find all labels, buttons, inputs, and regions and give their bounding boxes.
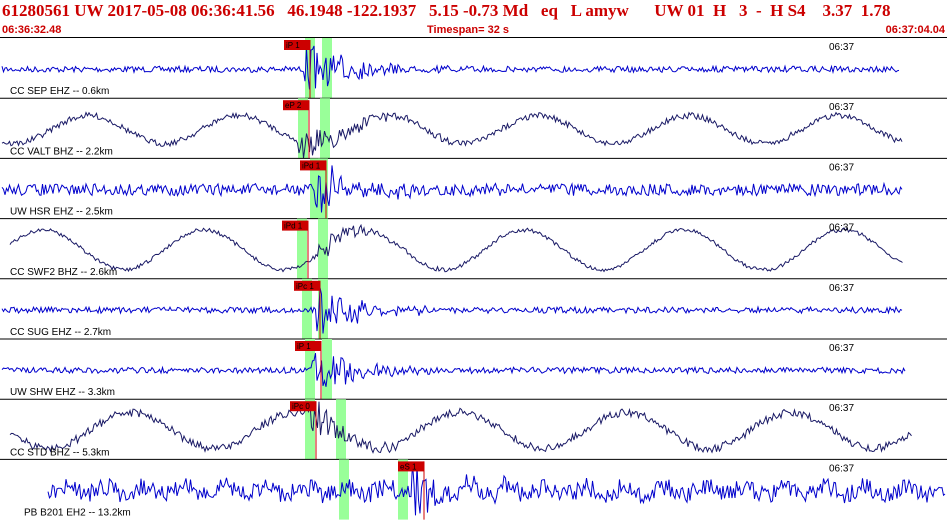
pick-marker[interactable] xyxy=(282,220,308,231)
trace-row[interactable]: iPc 1 06:37 CC SUG EHZ -- 2.7km xyxy=(0,278,947,340)
trace-row[interactable]: iPd 1 06:37 CC SWF2 BHZ -- 2.6km xyxy=(0,218,947,280)
pick-label: eP 2 xyxy=(285,101,302,110)
pick-window xyxy=(322,339,332,400)
waveform xyxy=(1,287,903,334)
pick-window xyxy=(336,399,346,460)
pick-label: iPd 1 xyxy=(302,161,321,170)
pick-window xyxy=(297,218,307,279)
pick-marker[interactable] xyxy=(295,341,321,351)
pick-marker[interactable] xyxy=(290,401,316,412)
pick-marker[interactable] xyxy=(398,461,424,472)
trace-time-label: 06:37 xyxy=(829,162,854,173)
trace-row[interactable]: eP 2 06:37 CC VALT BHZ -- 2.2km xyxy=(0,98,947,159)
pick-marker[interactable] xyxy=(283,100,309,111)
station-label: CC STD BHZ -- 5.3km xyxy=(10,447,109,458)
end-time: 06:37:04.04 xyxy=(885,24,945,36)
pick-label: iP 1 xyxy=(286,41,300,50)
timespan-label: Timespan= 32 s xyxy=(427,24,510,36)
station-label: CC SWF2 BHZ -- 2.6km xyxy=(10,267,117,278)
trace-time-label: 06:37 xyxy=(829,42,854,53)
trace-time-label: 06:37 xyxy=(829,102,854,113)
trace-row[interactable]: iPd 1 06:37 UW HSR EHZ -- 2.5km xyxy=(0,158,947,220)
waveform xyxy=(1,353,906,387)
pick-window xyxy=(339,459,349,520)
pick-label: iPc 1 xyxy=(296,282,314,291)
pick-window xyxy=(298,98,308,159)
station-label: UW HSR EHZ -- 2.5km xyxy=(10,207,113,218)
waveform xyxy=(9,401,912,454)
pick-window xyxy=(318,158,328,219)
pick-window xyxy=(320,98,330,159)
event-title: 61280561 UW 2017-05-08 06:36:41.56 46.19… xyxy=(2,1,891,20)
pick-window xyxy=(305,399,315,460)
pick-label: iP 1 xyxy=(297,342,311,351)
waveform xyxy=(9,223,903,273)
trace-time-label: 06:37 xyxy=(829,463,854,474)
pick-label: eS 1 xyxy=(400,462,417,471)
station-label: CC SEP EHZ -- 0.6km xyxy=(10,86,109,97)
trace-time-label: 06:37 xyxy=(829,223,854,234)
trace-time-label: 06:37 xyxy=(829,283,854,294)
waveform xyxy=(1,111,903,159)
trace-row[interactable]: iP 1 06:37 CC SEP EHZ -- 0.6km xyxy=(0,38,947,99)
trace-row[interactable]: iPc 0 06:37 CC STD BHZ -- 5.3km xyxy=(0,399,947,460)
seismogram-panel[interactable]: iP 1 06:37 CC SEP EHZ -- 0.6km eP 2 06:37 CC … xyxy=(0,38,947,520)
waveform xyxy=(47,462,946,516)
pick-marker[interactable] xyxy=(300,160,326,171)
pick-marker[interactable] xyxy=(294,280,320,291)
trace-row[interactable]: eS 1 06:37 PB B201 EH2 -- 13.2km xyxy=(24,459,946,520)
station-label: PB B201 EH2 -- 13.2km xyxy=(24,508,131,519)
event-header: 61280561 UW 2017-05-08 06:36:41.56 46.19… xyxy=(0,0,947,38)
pick-window xyxy=(305,339,315,400)
station-label: CC SUG EHZ -- 2.7km xyxy=(10,327,111,338)
pick-label: iPd 1 xyxy=(284,222,303,231)
station-label: UW SHW EHZ -- 3.3km xyxy=(10,387,115,398)
pick-window xyxy=(398,459,408,520)
trace-row[interactable]: iP 1 06:37 UW SHW EHZ -- 3.3km xyxy=(0,339,947,400)
header-divider xyxy=(0,37,947,38)
start-time: 06:36:32.48 xyxy=(2,24,62,36)
trace-time-label: 06:37 xyxy=(829,343,854,354)
station-label: CC VALT BHZ -- 2.2km xyxy=(10,146,113,157)
pick-window xyxy=(310,158,320,219)
waveform xyxy=(1,45,900,90)
pick-marker[interactable] xyxy=(284,40,310,50)
trace-time-label: 06:37 xyxy=(829,403,854,414)
pick-window xyxy=(318,278,328,339)
pick-label: iPc 0 xyxy=(292,402,310,411)
pick-window xyxy=(302,278,312,339)
waveform xyxy=(1,165,903,213)
